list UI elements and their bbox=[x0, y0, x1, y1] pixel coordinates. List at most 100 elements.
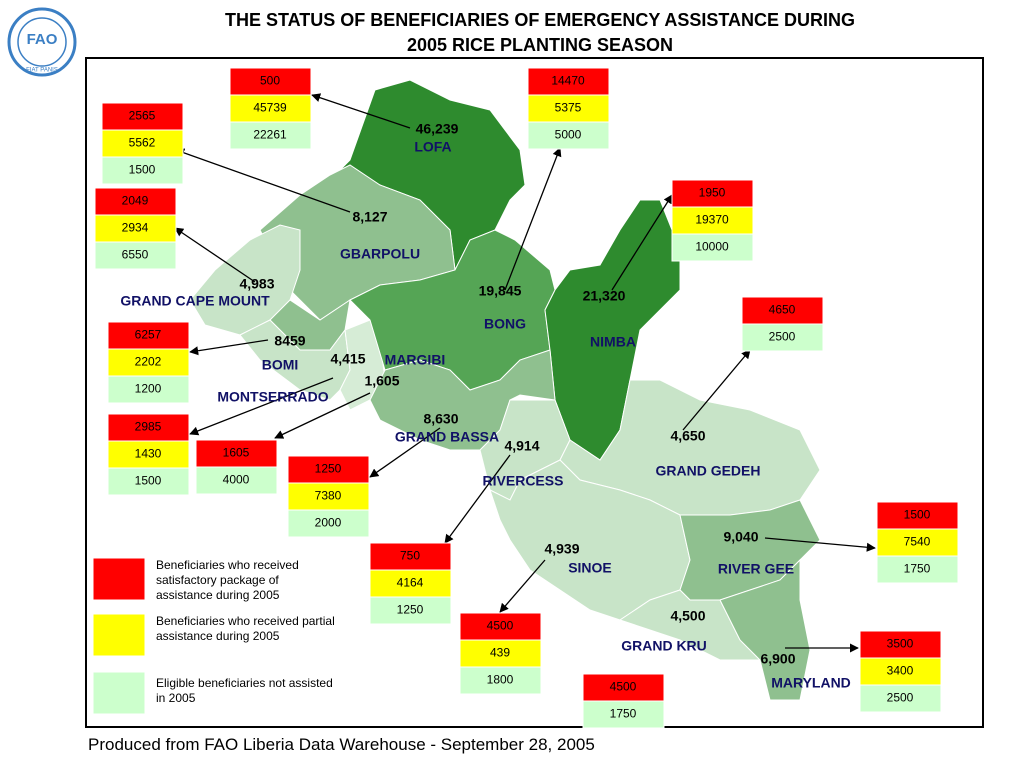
box-value: 1950 bbox=[699, 186, 726, 200]
box-cell bbox=[287, 455, 370, 484]
box-cell bbox=[107, 413, 190, 442]
county-name: GRAND BASSA bbox=[395, 429, 499, 445]
box-cell bbox=[459, 666, 542, 695]
box-cell bbox=[369, 569, 452, 598]
county-name: SINOE bbox=[568, 560, 612, 576]
county-total: 4,415 bbox=[330, 351, 365, 367]
box-cell bbox=[369, 596, 452, 625]
title: THE STATUS OF BENEFICIARIES OF EMERGENCY… bbox=[110, 8, 970, 58]
legend-label: Beneficiaries who received partial assis… bbox=[156, 614, 335, 643]
box-value: 7540 bbox=[904, 535, 931, 549]
box-value: 2565 bbox=[129, 109, 156, 123]
box-cell bbox=[582, 673, 665, 702]
box-cell bbox=[107, 375, 190, 404]
box-value: 500 bbox=[260, 74, 280, 88]
box-cell bbox=[859, 684, 942, 713]
county-name: GRAND CAPE MOUNT bbox=[120, 293, 270, 309]
box-value: 14470 bbox=[551, 74, 585, 88]
box-cell bbox=[107, 440, 190, 469]
box-value: 4164 bbox=[397, 576, 424, 590]
county-name: GBARPOLU bbox=[340, 246, 420, 262]
box-cell bbox=[876, 501, 959, 530]
box-value: 4500 bbox=[487, 619, 514, 633]
box-value: 1430 bbox=[135, 447, 162, 461]
county-name: GRAND GEDEH bbox=[655, 463, 760, 479]
box-value: 439 bbox=[490, 646, 510, 660]
county-name: MARYLAND bbox=[771, 675, 851, 691]
box-cell bbox=[369, 542, 452, 571]
pointer-arrow bbox=[311, 93, 411, 129]
frame bbox=[85, 57, 984, 728]
box-cell bbox=[94, 214, 177, 243]
box-value: 1500 bbox=[135, 474, 162, 488]
box-cell bbox=[101, 156, 184, 185]
box-value: 6550 bbox=[122, 248, 149, 262]
box-value: 1500 bbox=[904, 508, 931, 522]
counties-shapes bbox=[189, 79, 821, 701]
box-cell bbox=[94, 241, 177, 270]
box-cell bbox=[741, 323, 824, 352]
county-name: BONG bbox=[484, 316, 526, 332]
box-value: 2202 bbox=[135, 355, 162, 369]
box-cell bbox=[741, 296, 824, 325]
logo-motto: FIAT PANIS bbox=[26, 68, 58, 74]
box-cell bbox=[287, 509, 370, 538]
box-cell bbox=[101, 102, 184, 131]
legend-swatch bbox=[92, 671, 146, 715]
box-value: 1250 bbox=[315, 462, 342, 476]
box-value: 2000 bbox=[315, 516, 342, 530]
box-value: 5375 bbox=[555, 101, 582, 115]
box-value: 45739 bbox=[253, 101, 287, 115]
pointer-arrow bbox=[611, 194, 673, 291]
box-cell bbox=[229, 94, 312, 123]
title-line: THE STATUS OF BENEFICIARIES OF EMERGENCY… bbox=[224, 10, 856, 30]
box-value: 5000 bbox=[555, 128, 582, 142]
box-value: 2934 bbox=[122, 221, 149, 235]
county-total: 4,914 bbox=[504, 438, 539, 454]
pointer-arrow bbox=[189, 377, 334, 436]
box-cell bbox=[671, 233, 754, 262]
county-name: BOMI bbox=[262, 357, 299, 373]
box-cell bbox=[459, 639, 542, 668]
box-value: 22261 bbox=[253, 128, 287, 142]
box-value: 6257 bbox=[135, 328, 162, 342]
box-cell bbox=[876, 555, 959, 584]
legend-swatch bbox=[92, 557, 146, 601]
box-value: 1500 bbox=[129, 163, 156, 177]
pointer-arrow bbox=[499, 559, 546, 613]
county-name: RIVERCESS bbox=[483, 473, 564, 489]
logo: FAO FIAT PANIS bbox=[7, 7, 77, 77]
county-name: NIMBA bbox=[590, 334, 636, 350]
pointer-arrow bbox=[682, 349, 751, 431]
box-value: 2500 bbox=[887, 691, 914, 705]
grand-bassa-shape bbox=[369, 349, 556, 451]
box-value: 7380 bbox=[315, 489, 342, 503]
county-name: GRAND KRU bbox=[621, 638, 707, 654]
pointer-arrow bbox=[764, 537, 876, 552]
logo-text: FAO bbox=[27, 31, 58, 48]
legend-swatch bbox=[92, 613, 146, 657]
county-name: MARGIBI bbox=[385, 352, 446, 368]
box-cell bbox=[287, 482, 370, 511]
box-cell bbox=[229, 121, 312, 150]
box-cell bbox=[101, 129, 184, 158]
box-cell bbox=[859, 630, 942, 659]
pointer-arrow bbox=[369, 427, 441, 478]
annotations: LOFA 46,239 500 45739 22261 GBARPOLU 8,127 2565… bbox=[92, 67, 959, 729]
footer: Produced from FAO Liberia Data Warehouse… bbox=[88, 735, 595, 754]
grand-cape-mount-shape bbox=[189, 224, 301, 336]
box-cell bbox=[229, 67, 312, 96]
box-cell bbox=[94, 187, 177, 216]
box-value: 2985 bbox=[135, 420, 162, 434]
box-value: 1750 bbox=[904, 562, 931, 576]
county-total: 6,900 bbox=[760, 651, 795, 667]
box-cell bbox=[671, 179, 754, 208]
box-cell bbox=[527, 67, 610, 96]
county-total: 8,630 bbox=[423, 411, 458, 427]
maryland-shape bbox=[719, 558, 811, 701]
county-total: 21,320 bbox=[583, 288, 626, 304]
box-cell bbox=[859, 657, 942, 686]
pointer-arrow bbox=[189, 339, 269, 356]
